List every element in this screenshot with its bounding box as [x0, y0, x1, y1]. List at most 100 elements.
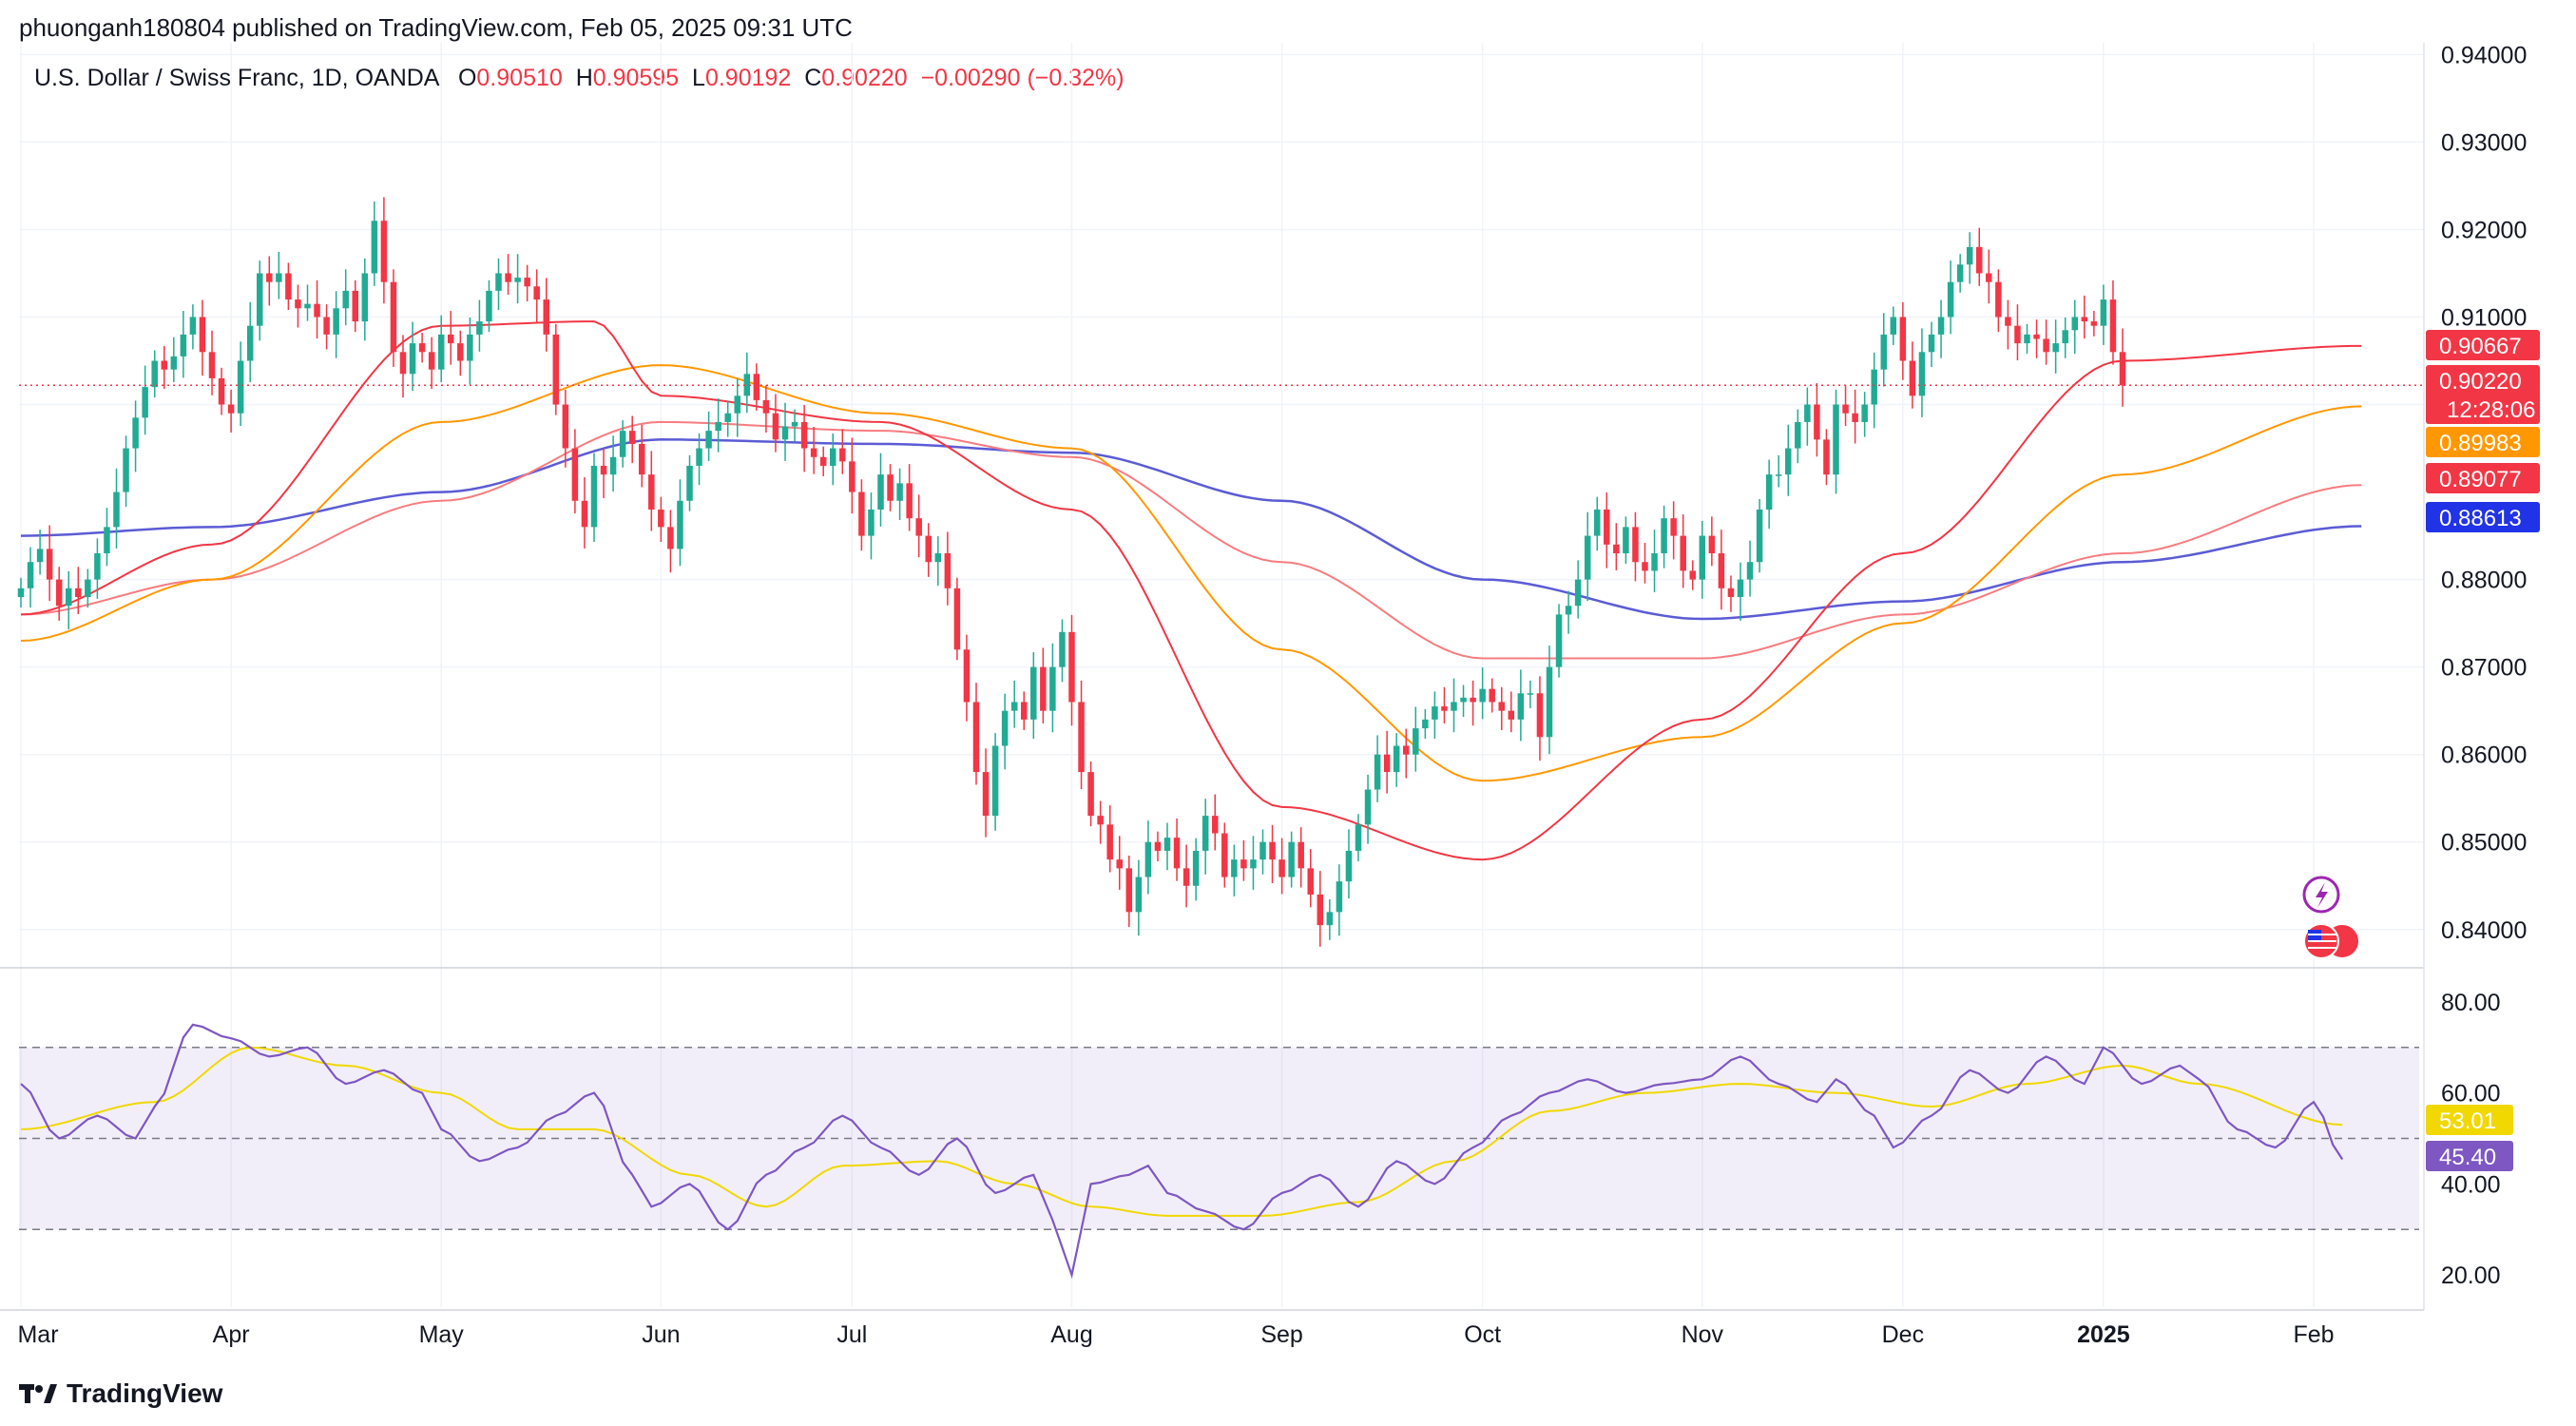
- candle-body: [686, 465, 693, 501]
- tradingview-brand: TradingView: [67, 1378, 223, 1408]
- candle-body: [380, 221, 388, 282]
- candle-body: [1278, 859, 1285, 877]
- candle-body: [1432, 706, 1438, 720]
- candle-body: [418, 343, 426, 353]
- candle-body: [1269, 841, 1276, 860]
- price-tick-label: 0.85000: [2441, 830, 2527, 857]
- low-value: 0.90192: [704, 65, 792, 91]
- candle-body: [1584, 535, 1591, 580]
- candle-body: [1030, 666, 1037, 720]
- candle-body: [1918, 352, 1926, 396]
- candle-body: [743, 374, 751, 396]
- candle-body: [1422, 719, 1429, 729]
- candle-body: [1594, 509, 1601, 536]
- candle-body: [448, 334, 454, 344]
- candle-body: [963, 649, 971, 703]
- candle-body: [2014, 325, 2021, 344]
- rsi-tick-label: 20.00: [2441, 1262, 2501, 1289]
- candle-body: [1040, 666, 1047, 711]
- candle-body: [944, 553, 952, 588]
- candle-body: [552, 334, 560, 405]
- candle-body: [1708, 535, 1716, 554]
- rsi-tag-label: 45.40: [2439, 1145, 2496, 1170]
- rsi-line: [20, 1023, 2344, 1280]
- high-label: H: [575, 65, 593, 91]
- candle-body: [266, 273, 273, 282]
- candle-body: [285, 273, 292, 300]
- candle-body: [1527, 693, 1534, 695]
- candle-body: [1326, 912, 1334, 926]
- price-tag: [2426, 427, 2540, 457]
- candle-body: [85, 579, 91, 598]
- candle-body: [1871, 369, 1877, 405]
- candle-body: [619, 431, 626, 457]
- candle-body: [648, 474, 655, 510]
- countdown-label: 12:28:06: [2447, 397, 2535, 423]
- candle-body: [877, 474, 884, 510]
- candle-body: [66, 588, 72, 607]
- rsi-tag: [2426, 1105, 2513, 1135]
- candle-body: [1403, 745, 1410, 755]
- candle-body: [180, 334, 187, 356]
- candle-body: [170, 356, 178, 370]
- candle-body: [1899, 317, 1907, 361]
- candle-body: [1154, 841, 1162, 851]
- candle-body: [1221, 833, 1228, 877]
- candle-body: [1182, 868, 1190, 886]
- time-axis-label: Dec: [1882, 1321, 1924, 1348]
- candle-body: [1823, 439, 1830, 475]
- candle-body: [371, 221, 378, 274]
- candle-body: [696, 448, 702, 466]
- candle-body: [1756, 509, 1763, 563]
- candle-body: [1451, 702, 1457, 711]
- candle-body: [1623, 527, 1629, 554]
- candle-body: [1078, 702, 1085, 773]
- candle-body: [715, 421, 721, 432]
- candle-body: [1163, 838, 1171, 851]
- candle-body: [104, 527, 110, 554]
- time-axis-label: Jun: [642, 1321, 680, 1348]
- candle-body: [1231, 859, 1238, 877]
- candle-body: [1699, 535, 1706, 580]
- candle-body: [2062, 330, 2068, 344]
- time-axis-label: Sep: [1260, 1321, 1302, 1348]
- candle-body: [1470, 697, 1476, 703]
- candle-body: [810, 448, 817, 457]
- candle-body: [2005, 317, 2011, 326]
- candle-body: [1059, 631, 1066, 667]
- candle-body: [819, 456, 827, 466]
- rsi-tag-label: 53.01: [2439, 1108, 2496, 1134]
- candle-body: [991, 745, 999, 817]
- candle-body: [1909, 360, 1916, 396]
- candle-body: [791, 421, 798, 427]
- ma100-line: [20, 420, 2362, 660]
- candle-body: [906, 483, 913, 519]
- open-label: O: [457, 65, 477, 91]
- candle-body: [1947, 281, 1954, 318]
- candle-body: [55, 579, 63, 607]
- low-label: L: [692, 65, 705, 91]
- price-tag-label: 0.89077: [2439, 467, 2522, 492]
- candle-body: [1574, 579, 1582, 607]
- time-axis-label: Apr: [213, 1321, 250, 1348]
- candle-body: [896, 483, 903, 501]
- candle-body: [1259, 841, 1266, 860]
- candle-body: [1087, 772, 1094, 817]
- candle-body: [849, 461, 855, 492]
- candle-body: [495, 273, 502, 291]
- candle-body: [1966, 246, 1973, 265]
- candle-body: [428, 352, 435, 370]
- candle-body: [1355, 824, 1362, 851]
- candle-body: [409, 343, 416, 375]
- open-value: 0.90510: [476, 65, 563, 91]
- candle-body: [1212, 816, 1219, 834]
- candle-body: [1718, 553, 1725, 588]
- candle-body: [1555, 614, 1563, 667]
- candle-body: [590, 465, 598, 528]
- candle-body: [1833, 404, 1839, 475]
- candle-body: [600, 465, 607, 475]
- candle-body: [934, 553, 942, 563]
- price-tag: [2426, 365, 2540, 424]
- candle-body: [1374, 754, 1381, 790]
